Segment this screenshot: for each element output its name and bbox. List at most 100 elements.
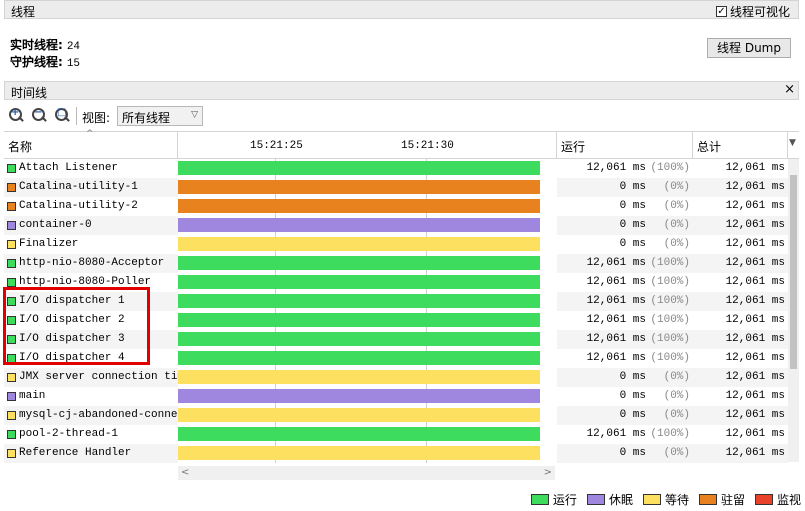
- total-time-cell: 12,061 ms: [693, 159, 788, 178]
- column-header-name[interactable]: ^ 名称: [4, 129, 178, 158]
- visualize-checkbox[interactable]: ✓: [715, 6, 727, 17]
- view-select[interactable]: 所有线程 ▽: [117, 106, 203, 126]
- thread-name-cell: http-nio-8080-Acceptor: [4, 254, 178, 273]
- table-row[interactable]: http-nio-8080-Acceptor 12,061 ms (100%) 12,…: [4, 254, 788, 273]
- zoom-in-icon[interactable]: +: [8, 107, 24, 123]
- column-header-running[interactable]: 运行: [557, 132, 693, 158]
- total-ms: 12,061 ms: [725, 409, 785, 421]
- table-row[interactable]: I/O dispatcher 1 12,061 ms (100%) 12,061 ms: [4, 292, 788, 311]
- table-row[interactable]: Reference Handler 0 ms (0%) 12,061 ms: [4, 444, 788, 463]
- total-ms: 12,061 ms: [725, 447, 785, 459]
- total-time-cell: 12,061 ms: [693, 178, 788, 197]
- thread-timeline-cell: [178, 178, 557, 197]
- zoom-fit-icon[interactable]: □: [54, 107, 70, 123]
- running-time-cell: 0 ms (0%): [557, 368, 693, 387]
- running-time-cell: 12,061 ms (100%): [557, 292, 693, 311]
- running-percent: (0%): [663, 447, 690, 459]
- running-time-cell: 12,061 ms (100%): [557, 330, 693, 349]
- thread-state-swatch: [7, 164, 16, 173]
- total-ms: 12,061 ms: [725, 219, 785, 231]
- thread-name: pool-2-thread-1: [19, 428, 119, 440]
- table-row[interactable]: I/O dispatcher 2 12,061 ms (100%) 12,061 ms: [4, 311, 788, 330]
- table-row[interactable]: Attach Listener 12,061 ms (100%) 12,061 ms: [4, 159, 788, 178]
- thread-timeline-cell: [178, 216, 557, 235]
- running-ms: 12,061 ms: [586, 295, 646, 307]
- thread-timeline-cell: [178, 425, 557, 444]
- thread-state-bar: [178, 275, 540, 289]
- column-header-total[interactable]: 总计: [693, 132, 788, 158]
- thread-state-bar: [178, 237, 540, 251]
- running-percent: (0%): [663, 371, 690, 383]
- table-row[interactable]: JMX server connection timeout 0 ms (0%) 12,…: [4, 368, 788, 387]
- running-ms: 0 ms: [619, 219, 646, 231]
- vertical-scroll-thumb[interactable]: [790, 175, 797, 369]
- running-percent: (100%): [650, 257, 690, 269]
- column-header-timeline[interactable]: 15:21:25 15:21:30: [178, 132, 557, 158]
- total-ms: 12,061 ms: [725, 200, 785, 212]
- legend-item-sleeping: 休眠: [586, 491, 633, 508]
- total-time-cell: 12,061 ms: [693, 387, 788, 406]
- running-ms: 12,061 ms: [586, 257, 646, 269]
- zoom-out-icon[interactable]: −: [31, 107, 47, 123]
- thread-state-bar: [178, 218, 540, 232]
- running-time-cell: 12,061 ms (100%): [557, 425, 693, 444]
- live-threads-value: 24: [66, 41, 81, 53]
- running-percent: (0%): [663, 238, 690, 250]
- table-row[interactable]: http-nio-8080-Poller 12,061 ms (100%) 12,06…: [4, 273, 788, 292]
- thread-timeline-cell: [178, 387, 557, 406]
- thread-name-cell: I/O dispatcher 3: [4, 330, 178, 349]
- scroll-right-icon[interactable]: >: [543, 467, 552, 478]
- scroll-left-icon[interactable]: <: [181, 467, 190, 478]
- table-row[interactable]: I/O dispatcher 4 12,061 ms (100%) 12,061 ms: [4, 349, 788, 368]
- total-time-cell: 12,061 ms: [693, 311, 788, 330]
- table-row[interactable]: mysql-cj-abandoned-connection-cleanup 0 m…: [4, 406, 788, 425]
- running-time-cell: 12,061 ms (100%): [557, 273, 693, 292]
- total-time-cell: 12,061 ms: [693, 349, 788, 368]
- running-time-cell: 12,061 ms (100%): [557, 159, 693, 178]
- running-percent: (100%): [650, 295, 690, 307]
- running-time-cell: 0 ms (0%): [557, 406, 693, 425]
- table-row[interactable]: Catalina-utility-2 0 ms (0%) 12,061 ms: [4, 197, 788, 216]
- thread-dump-button[interactable]: 线程 Dump: [707, 38, 791, 58]
- running-percent: (0%): [663, 181, 690, 193]
- column-running-label: 运行: [561, 140, 586, 154]
- thread-state-swatch: [7, 183, 16, 192]
- table-row[interactable]: Finalizer 0 ms (0%) 12,061 ms: [4, 235, 788, 254]
- running-ms: 0 ms: [619, 447, 646, 459]
- close-icon[interactable]: ×: [784, 82, 795, 97]
- thread-state-bar: [178, 294, 540, 308]
- total-time-cell: 12,061 ms: [693, 273, 788, 292]
- thread-timeline-cell: [178, 159, 557, 178]
- column-name-label: 名称: [8, 140, 33, 154]
- legend-swatch: [586, 494, 605, 505]
- running-ms: 0 ms: [619, 238, 646, 250]
- table-row[interactable]: main 0 ms (0%) 12,061 ms: [4, 387, 788, 406]
- running-ms: 12,061 ms: [586, 162, 646, 174]
- thread-timeline-cell: [178, 235, 557, 254]
- table-row[interactable]: pool-2-thread-1 12,061 ms (100%) 12,061 ms: [4, 425, 788, 444]
- vertical-scrollbar[interactable]: [788, 159, 799, 462]
- column-chooser-icon[interactable]: ▼: [789, 138, 796, 148]
- table-row[interactable]: container-0 0 ms (0%) 12,061 ms: [4, 216, 788, 235]
- threads-panel-title: 线程: [11, 5, 36, 19]
- thread-state-swatch: [7, 449, 16, 458]
- thread-name-cell: JMX server connection timeout: [4, 368, 178, 387]
- thread-name: I/O dispatcher 3: [19, 333, 125, 345]
- running-time-cell: 0 ms (0%): [557, 444, 693, 463]
- chevron-down-icon: ▽: [191, 110, 198, 120]
- table-row[interactable]: I/O dispatcher 3 12,061 ms (100%) 12,061 ms: [4, 330, 788, 349]
- thread-stats: 实时线程: 24 守护线程: 15: [10, 38, 80, 72]
- thread-name-cell: Reference Handler: [4, 444, 178, 463]
- sort-ascending-icon: ^: [86, 129, 94, 139]
- running-percent: (100%): [650, 162, 690, 174]
- thread-state-swatch: [7, 373, 16, 382]
- running-percent: (0%): [663, 219, 690, 231]
- thread-name-cell: Catalina-utility-1: [4, 178, 178, 197]
- visualize-threads-toggle[interactable]: ✓ 线程可视化: [715, 3, 790, 20]
- thread-name-cell: Attach Listener: [4, 159, 178, 178]
- total-ms: 12,061 ms: [725, 295, 785, 307]
- horizontal-scrollbar[interactable]: < >: [178, 466, 555, 480]
- thread-state-swatch: [7, 278, 16, 287]
- table-row[interactable]: Catalina-utility-1 0 ms (0%) 12,061 ms: [4, 178, 788, 197]
- thread-timeline-cell: [178, 368, 557, 387]
